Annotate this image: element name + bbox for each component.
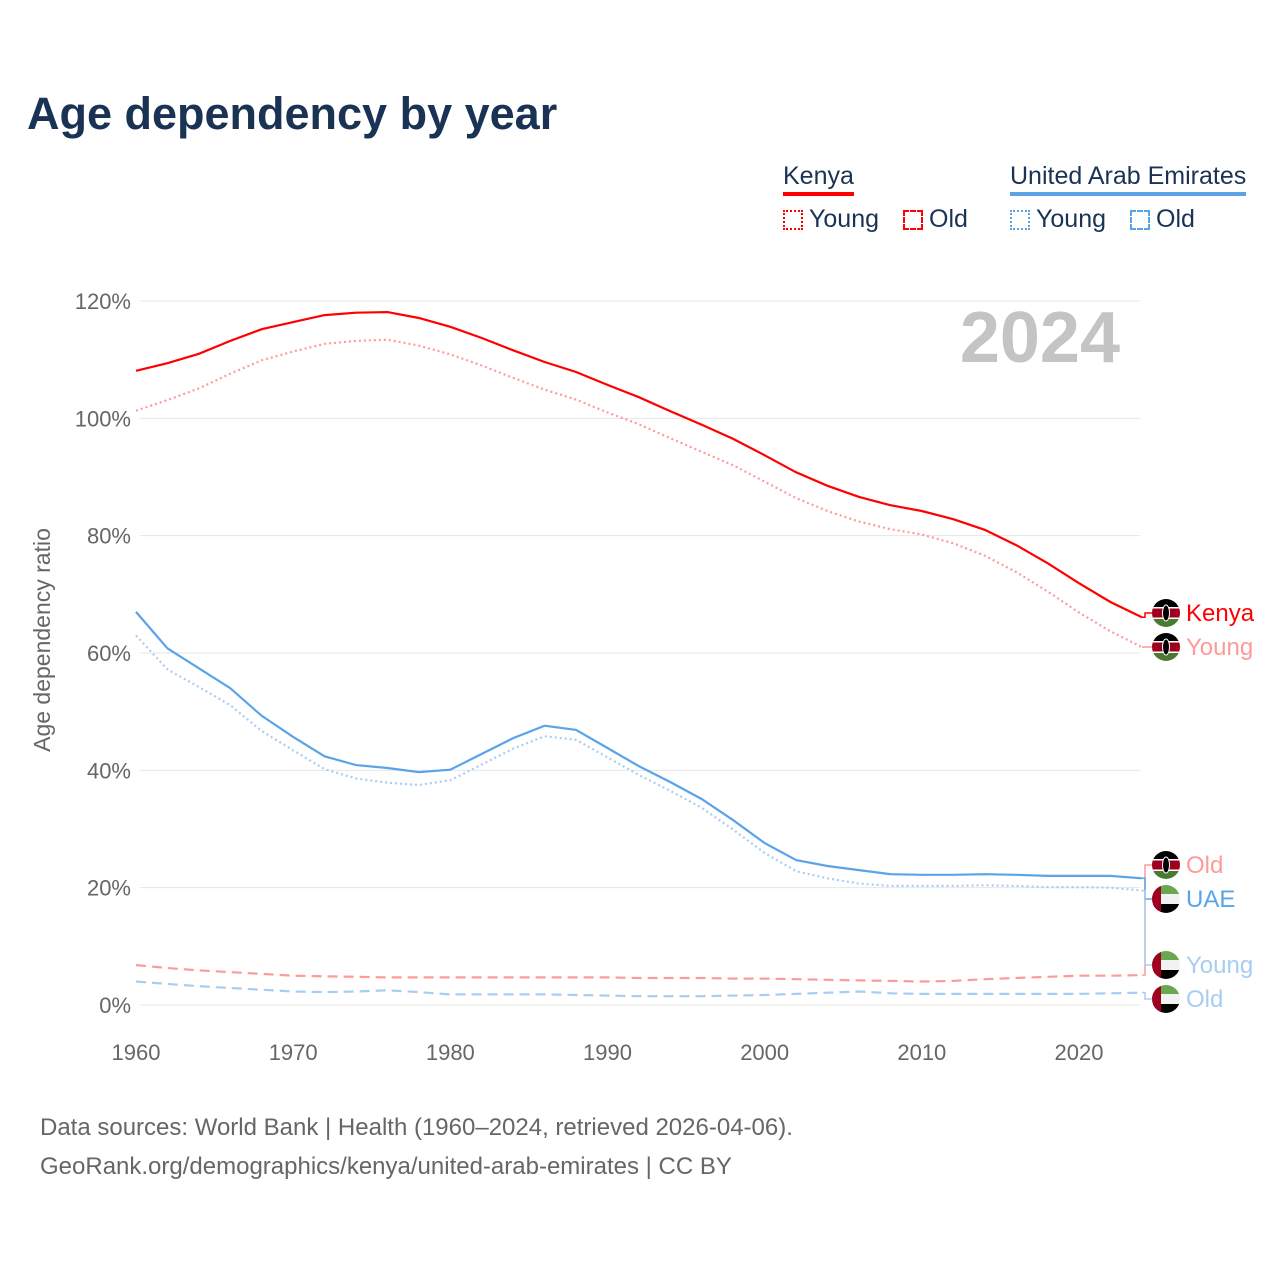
uae-flag-icon xyxy=(1152,951,1180,979)
legend-label: Old xyxy=(1156,205,1195,233)
kenya-flag-icon xyxy=(1152,599,1180,627)
source-line: Data sources: World Bank | Health (1960–… xyxy=(40,1114,793,1141)
y-tick-label: 20% xyxy=(87,876,131,901)
label-connector xyxy=(1142,877,1152,900)
dotted-swatch-icon xyxy=(783,209,803,230)
y-tick-label: 0% xyxy=(99,993,131,1018)
series-line-kenya xyxy=(135,310,1143,619)
x-tick-label: 2010 xyxy=(897,1040,946,1065)
label-connector xyxy=(1142,864,1152,976)
legend-uae-young[interactable]: Young xyxy=(1010,205,1106,234)
x-tick-label: 1980 xyxy=(426,1040,475,1065)
label-connector xyxy=(1142,991,1152,1000)
legend-label: Old xyxy=(929,205,968,233)
series-line-kenya-young xyxy=(135,338,1143,649)
series-end-label: Old xyxy=(1186,986,1223,1013)
x-tick-label: 1960 xyxy=(112,1040,161,1065)
series-line-uae-young xyxy=(135,634,1143,892)
x-tick-label: 2020 xyxy=(1055,1040,1104,1065)
series-line-uae xyxy=(135,611,1142,880)
chart-title: Age dependency by year xyxy=(27,88,558,139)
dotted-swatch-icon xyxy=(1010,209,1030,230)
uae-flag-icon xyxy=(1152,885,1180,913)
series-line-uae-old xyxy=(135,980,1142,998)
y-tick-label: 60% xyxy=(87,641,131,666)
source-note: Data sources: World Bank | Health (1960–… xyxy=(40,1108,793,1186)
series-end-label: Young xyxy=(1186,952,1253,979)
legend-kenya-young[interactable]: Young xyxy=(783,205,879,234)
x-tick-label: 1990 xyxy=(583,1040,632,1065)
uae-flag-icon xyxy=(1152,985,1180,1013)
series-end-label: Old xyxy=(1186,852,1223,879)
legend-uae-old[interactable]: Old xyxy=(1130,205,1195,234)
y-axis-label: Age dependency ratio xyxy=(29,528,55,752)
y-tick-label: 80% xyxy=(87,524,131,549)
y-tick-label: 120% xyxy=(75,289,131,314)
series-end-label: Young xyxy=(1186,634,1253,661)
source-link[interactable]: GeoRank.org/demographics/kenya/united-ar… xyxy=(40,1153,732,1180)
legend-label: Young xyxy=(809,205,879,233)
label-connector xyxy=(1142,612,1152,618)
legend-kenya-old[interactable]: Old xyxy=(903,205,968,234)
series-end-label: Kenya xyxy=(1186,600,1255,627)
x-tick-label: 2000 xyxy=(740,1040,789,1065)
legend-uae[interactable]: United Arab Emirates xyxy=(1010,162,1247,196)
y-tick-label: 40% xyxy=(87,758,131,783)
year-watermark: 2024 xyxy=(960,298,1120,378)
label-connector xyxy=(1142,889,1152,966)
series-end-label: UAE xyxy=(1186,886,1235,913)
series-line-kenya-old xyxy=(135,964,1142,983)
x-tick-label: 1970 xyxy=(269,1040,318,1065)
y-tick-label: 100% xyxy=(75,406,131,431)
dashed-swatch-icon xyxy=(903,209,923,230)
kenya-flag-icon xyxy=(1152,633,1180,661)
kenya-flag-icon xyxy=(1152,851,1180,879)
dashed-swatch-icon xyxy=(1130,209,1150,230)
legend-kenya[interactable]: Kenya xyxy=(783,162,854,196)
legend-label: Young xyxy=(1036,205,1106,233)
